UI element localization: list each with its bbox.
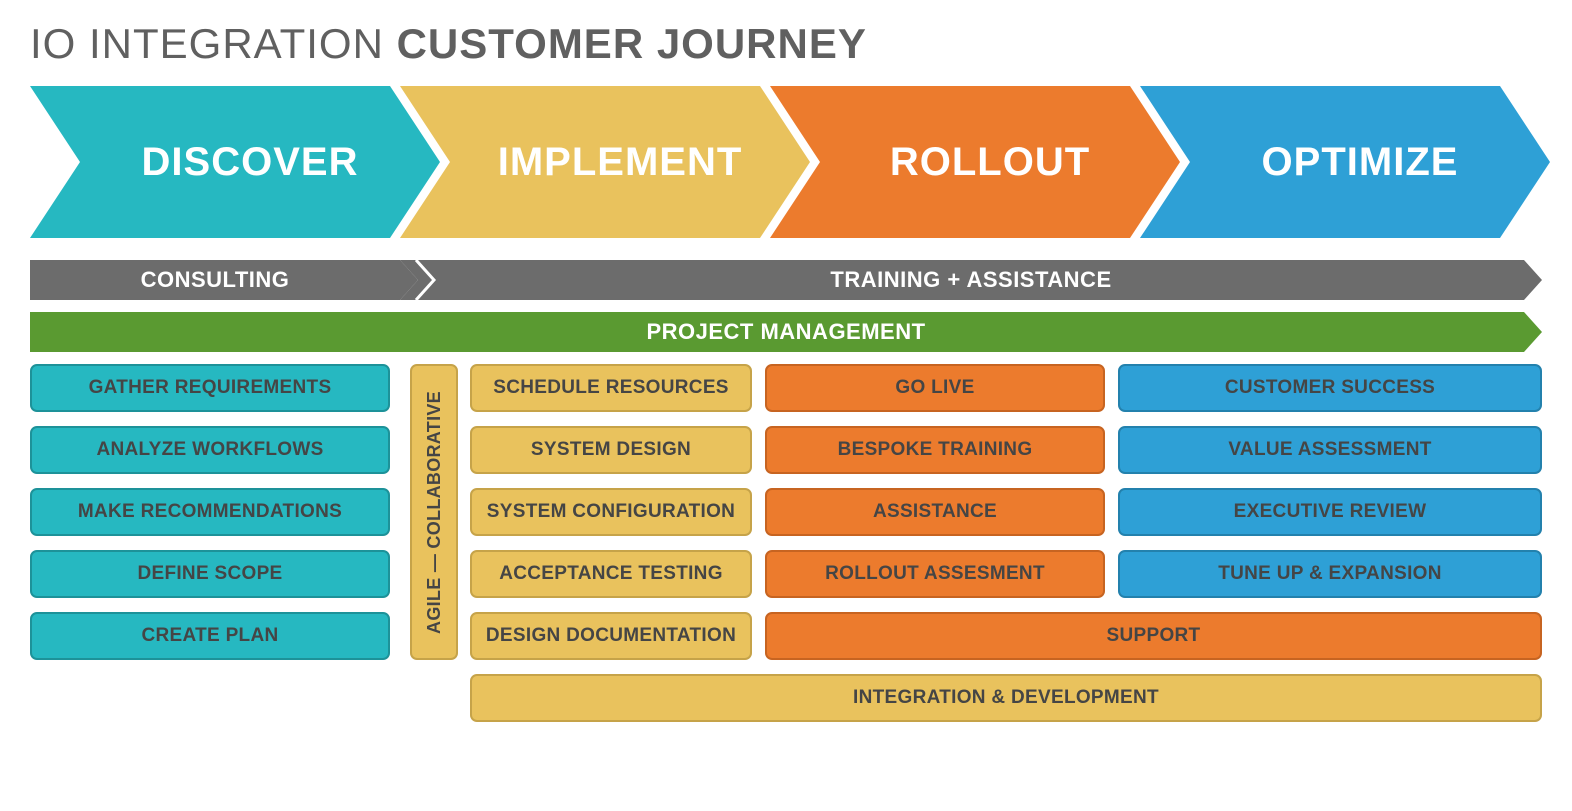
activity-grid: GATHER REQUIREMENTS ANALYZE WORKFLOWS MAKE… xyxy=(30,364,1542,734)
activity-implement-2: SYSTEM CONFIGURATION xyxy=(470,488,752,536)
stage-implement: IMPLEMENT xyxy=(400,86,810,238)
stage-optimize: OPTIMIZE xyxy=(1140,86,1550,238)
stage-label: IMPLEMENT xyxy=(400,86,810,238)
title-bold: CUSTOMER JOURNEY xyxy=(397,20,867,67)
subbar-project-management: PROJECT MANAGEMENT xyxy=(30,312,1542,352)
activity-optimize-1: VALUE ASSESSMENT xyxy=(1118,426,1542,474)
activity-implement-3: ACCEPTANCE TESTING xyxy=(470,550,752,598)
activity-rollout-2: ASSISTANCE xyxy=(765,488,1105,536)
agile-collaborative: AGILE — COLLABORATIVE xyxy=(410,364,458,660)
activity-optimize-0: CUSTOMER SUCCESS xyxy=(1118,364,1542,412)
page-title: IO INTEGRATION CUSTOMER JOURNEY xyxy=(30,20,1542,68)
stage-discover: DISCOVER xyxy=(30,86,440,238)
activity-discover-1: ANALYZE WORKFLOWS xyxy=(30,426,390,474)
title-light: IO INTEGRATION xyxy=(30,20,397,67)
stage-rollout: ROLLOUT xyxy=(770,86,1180,238)
subbar-consulting-training: CONSULTING TRAINING + ASSISTANCE xyxy=(30,260,1542,300)
stage-label: ROLLOUT xyxy=(770,86,1180,238)
stage-chevrons: DISCOVERIMPLEMENTROLLOUTOPTIMIZE xyxy=(30,86,1542,238)
activity-optimize-2: EXECUTIVE REVIEW xyxy=(1118,488,1542,536)
activity-rollout-3: ROLLOUT ASSESMENT xyxy=(765,550,1105,598)
activity-integration: INTEGRATION & DEVELOPMENT xyxy=(470,674,1542,722)
training-label: TRAINING + ASSISTANCE xyxy=(400,260,1542,300)
activity-implement-4: DESIGN DOCUMENTATION xyxy=(470,612,752,660)
activity-optimize-3: TUNE UP & EXPANSION xyxy=(1118,550,1542,598)
activity-implement-1: SYSTEM DESIGN xyxy=(470,426,752,474)
activity-rollout-0: GO LIVE xyxy=(765,364,1105,412)
stage-label: OPTIMIZE xyxy=(1140,86,1550,238)
activity-implement-0: SCHEDULE RESOURCES xyxy=(470,364,752,412)
activity-discover-0: GATHER REQUIREMENTS xyxy=(30,364,390,412)
activity-discover-2: MAKE RECOMMENDATIONS xyxy=(30,488,390,536)
activity-discover-3: DEFINE SCOPE xyxy=(30,550,390,598)
pm-label: PROJECT MANAGEMENT xyxy=(30,312,1542,352)
consulting-label: CONSULTING xyxy=(30,260,400,300)
activity-rollout-1: BESPOKE TRAINING xyxy=(765,426,1105,474)
activity-discover-4: CREATE PLAN xyxy=(30,612,390,660)
activity-support: SUPPORT xyxy=(765,612,1542,660)
stage-label: DISCOVER xyxy=(30,86,440,238)
